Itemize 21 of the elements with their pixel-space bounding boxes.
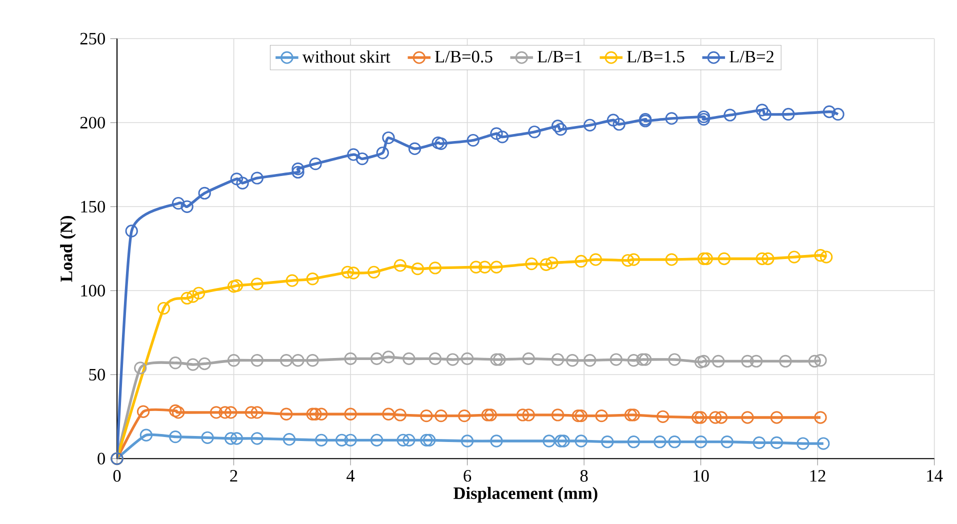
y-axis-title: Load (N) — [60, 216, 76, 282]
legend-label: L/B=2 — [730, 50, 774, 62]
x-tick-label: 12 — [810, 470, 826, 482]
y-tick-label: 50 — [89, 368, 105, 380]
x-tick-label: 10 — [694, 470, 709, 482]
legend-label: L/B=0.5 — [435, 50, 492, 63]
x-axis-title: Displacement (mm) — [454, 486, 598, 503]
y-tick-label: 0 — [98, 452, 105, 464]
y-tick-label: 200 — [80, 116, 105, 129]
x-tick-label: 4 — [346, 470, 355, 482]
y-tick-label: 150 — [81, 200, 105, 212]
legend-label: L/B=1.5 — [627, 50, 684, 63]
legend-label: L/B=1 — [538, 50, 582, 62]
y-tick-label: 250 — [80, 32, 105, 45]
x-tick-label: 0 — [113, 470, 121, 482]
x-tick-label: 14 — [927, 470, 943, 482]
x-tick-label: 6 — [464, 470, 472, 482]
y-tick-label: 100 — [81, 284, 105, 296]
legend-label: without skirt — [302, 50, 390, 63]
x-tick-label: 2 — [230, 470, 238, 482]
x-tick-label: 8 — [580, 470, 588, 482]
